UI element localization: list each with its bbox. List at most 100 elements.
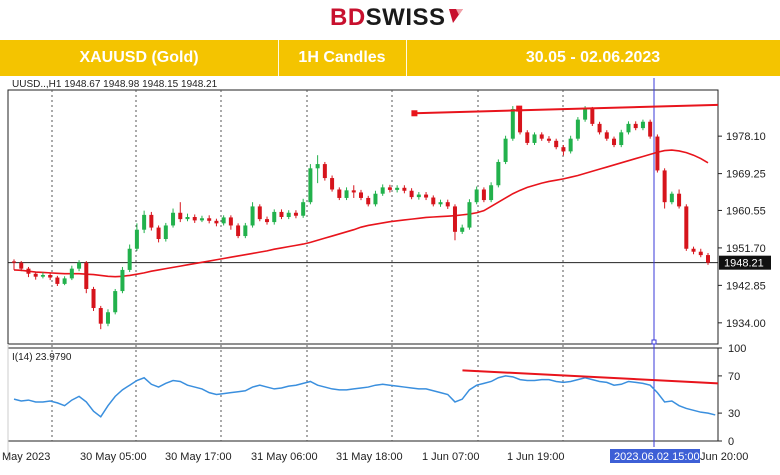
candle-body	[178, 212, 183, 220]
candle-body	[26, 268, 31, 274]
candle-body	[134, 229, 139, 249]
candle-body	[481, 189, 486, 201]
candle-body	[626, 123, 631, 133]
candle-body	[416, 194, 421, 198]
rsi-tick-label: 100	[728, 343, 746, 355]
candle-body	[554, 140, 559, 148]
x-tick-label: 1 Jun 07:00	[422, 451, 480, 463]
candle-body	[619, 132, 624, 146]
candle-body	[597, 123, 602, 133]
x-tick-label: 2023.06.02 15:00	[614, 451, 700, 463]
candle-body	[539, 134, 544, 139]
candle-body	[590, 109, 595, 124]
candle-body	[373, 193, 378, 205]
candle-body	[308, 168, 313, 203]
candle-body	[91, 288, 96, 309]
candle-body	[583, 109, 588, 120]
rsi-divergence-line	[462, 369, 719, 385]
candle-body	[293, 212, 298, 216]
candle-body	[98, 308, 103, 324]
candle-body	[127, 248, 132, 270]
candle-body	[546, 138, 551, 141]
candle-body	[351, 190, 356, 193]
candle-body	[380, 187, 385, 194]
candle-body	[55, 277, 60, 284]
x-tick-label: 30 May 05:00	[80, 451, 147, 463]
candle-body	[77, 262, 82, 269]
candle-body	[698, 251, 703, 256]
candle-body	[677, 193, 682, 207]
candle-body	[330, 178, 335, 190]
candle-body	[12, 261, 16, 263]
price-chart: May 2023 30 May 05:00 30 May 17:00 31 May 0…	[2, 78, 771, 463]
candle-body	[489, 185, 494, 201]
x-tick-label: Jun 20:00	[700, 451, 748, 463]
candle-body	[640, 121, 645, 129]
chart-header: UUSD..,H1 1948.67 1948.98 1948.15 1948.2…	[12, 79, 218, 90]
brand-flag-icon	[449, 9, 463, 23]
banner-symbol: XAUUSD (Gold)	[79, 49, 199, 66]
candle-body	[706, 255, 710, 263]
candle-body	[84, 262, 89, 289]
candle-body	[149, 214, 154, 228]
candle-body	[431, 197, 436, 205]
candle-body	[684, 206, 689, 249]
candle-body	[214, 220, 219, 224]
candle-body	[48, 274, 53, 278]
candle-body	[221, 217, 226, 224]
candle-body	[662, 170, 667, 203]
candle-body	[452, 206, 457, 232]
candle-body	[62, 278, 67, 284]
y-tick-label: 1969.25	[726, 169, 766, 181]
candle-body	[575, 119, 580, 139]
candle-body	[655, 136, 660, 171]
x-tick-label: 30 May 17:00	[165, 451, 232, 463]
candle-body	[120, 269, 125, 292]
candle-body	[366, 197, 371, 205]
banner-divider	[406, 40, 407, 76]
resistance-handle	[516, 105, 523, 112]
y-tick-label: 1942.85	[726, 280, 766, 292]
rsi-tick-label: 0	[728, 436, 734, 448]
last-price-label: 1948.21	[724, 258, 764, 270]
candle-body	[243, 225, 248, 237]
rsi-line	[13, 375, 716, 418]
candle-body	[503, 138, 508, 162]
resistance-line	[414, 103, 719, 115]
candle-body	[424, 194, 429, 198]
banner-dates: 30.05 - 02.06.2023	[525, 49, 661, 66]
candle-body	[633, 123, 638, 129]
candle-body	[40, 274, 45, 277]
candle-body	[228, 217, 233, 226]
candle-body	[192, 217, 197, 221]
candle-body	[185, 217, 190, 220]
candle-body	[359, 192, 363, 198]
candle-body	[496, 161, 501, 186]
candle-body	[315, 164, 320, 169]
candle-body	[69, 268, 74, 279]
brand-swiss: SWISS	[365, 4, 446, 31]
moving-average-line	[13, 149, 709, 278]
banner-timeframe: 1H Candles	[298, 49, 386, 66]
candle-body	[604, 132, 609, 139]
brand-logo: BDSWISS	[0, 0, 780, 36]
y-tick-label: 1934.00	[726, 318, 766, 330]
candle-body	[648, 121, 653, 137]
candle-body	[669, 193, 674, 203]
x-tick-label: 31 May 18:00	[336, 451, 403, 463]
title-banner: XAUUSD (Gold) 1H Candles 30.05 - 02.06.2…	[0, 40, 780, 76]
candle-body	[105, 312, 110, 324]
candle-body	[518, 109, 523, 133]
resistance-handle	[411, 110, 418, 117]
candle-body	[395, 187, 400, 190]
candle-body	[409, 190, 414, 198]
candle-body	[532, 134, 537, 143]
y-tick-label: 1960.55	[726, 205, 766, 217]
candle-body	[163, 225, 168, 240]
banner-divider	[278, 40, 279, 76]
candle-body	[474, 189, 479, 203]
candle-body	[691, 248, 696, 252]
candle-body	[561, 147, 566, 152]
rsi-tick-label: 70	[728, 371, 740, 383]
candle-body	[265, 219, 270, 223]
